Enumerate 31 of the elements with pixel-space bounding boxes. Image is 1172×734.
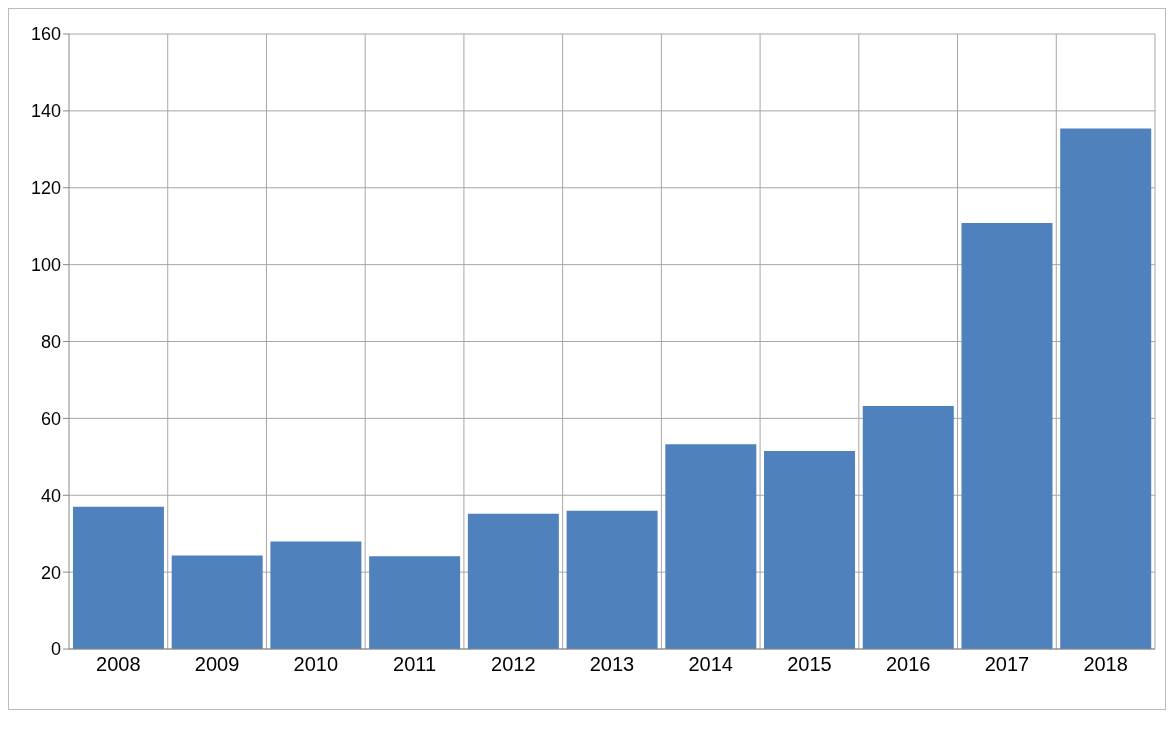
x-tick-label: 2010: [293, 653, 339, 676]
y-tick-label: 60: [40, 408, 61, 429]
y-tick-label: 120: [30, 178, 61, 199]
bar: [270, 541, 362, 649]
bar: [171, 555, 263, 649]
bar: [72, 506, 164, 649]
bar: [566, 510, 658, 649]
bar: [961, 223, 1053, 649]
bar: [764, 451, 856, 649]
y-tick-label: 160: [30, 24, 61, 45]
bar: [467, 513, 559, 649]
x-tick-label: 2014: [688, 653, 733, 676]
y-tick-label: 40: [40, 485, 61, 506]
x-tick-label: 2018: [1083, 653, 1128, 676]
x-tick-label: 2017: [984, 653, 1030, 676]
x-tick-label: 2015: [787, 653, 832, 676]
x-tick-label: 2011: [393, 653, 437, 676]
y-tick-label: 20: [40, 562, 61, 583]
x-tick-label: 2016: [885, 653, 931, 676]
x-tick-label: 2008: [96, 653, 141, 676]
x-tick-label: 2009: [194, 653, 240, 676]
y-tick-label: 140: [30, 101, 61, 122]
y-tick-label: 80: [40, 331, 61, 352]
x-tick-label: 2012: [491, 653, 536, 676]
y-tick-label: 100: [30, 255, 61, 276]
bar: [665, 444, 757, 649]
bar: [862, 406, 954, 649]
bar: [1060, 128, 1152, 649]
x-tick-label: 2013: [589, 653, 635, 676]
bar: [369, 556, 461, 649]
y-tick-label: 0: [50, 639, 61, 660]
